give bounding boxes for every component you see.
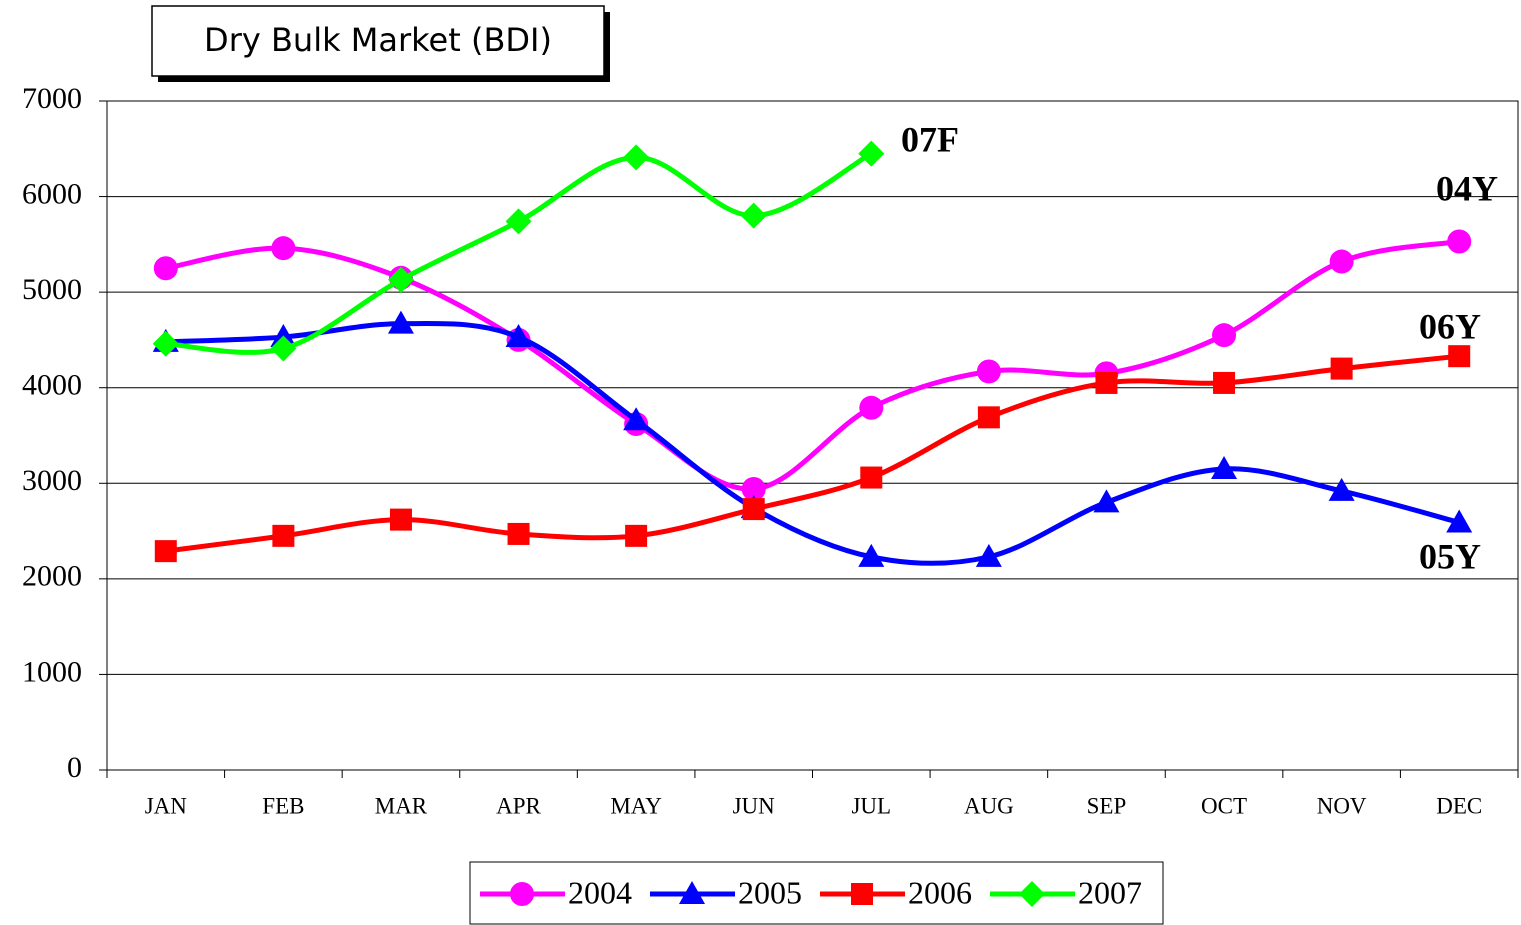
x-tick-label: FEB [262,793,304,818]
marker [272,524,295,547]
y-tick-label: 2000 [22,560,82,593]
y-tick-label: 5000 [22,273,82,306]
x-tick-label: APR [496,793,541,818]
marker [270,335,297,362]
y-tick-label: 1000 [22,655,82,688]
legend-label: 2006 [908,874,972,910]
marker [387,310,414,334]
marker [389,508,412,531]
x-tick-label: MAR [375,793,428,818]
marker [510,882,534,906]
series-line [165,151,873,355]
marker [1213,371,1236,394]
x-tick-label: SEP [1087,793,1127,818]
x-tick-label: JUL [851,793,891,818]
annotation: 05Y [1419,536,1481,576]
marker [741,477,766,502]
marker [271,236,296,261]
x-tick-label: OCT [1201,793,1247,818]
marker [153,256,178,281]
marker [976,359,1001,384]
x-tick-label: DEC [1436,793,1482,818]
plot-frame [106,100,1519,771]
marker [1095,371,1118,394]
marker [1212,323,1237,348]
marker [505,208,532,235]
y-tick-label: 7000 [22,82,82,115]
marker [1330,357,1353,380]
legend-label: 2005 [738,874,802,910]
marker [625,524,648,547]
marker [1446,509,1473,533]
x-tick-label: JUN [733,793,776,818]
series-line [165,239,1460,492]
y-tick-label: 3000 [22,464,82,497]
series-line [165,321,1460,566]
marker [851,883,873,905]
marker [1329,249,1354,274]
marker [679,881,705,904]
x-tick-label: MAY [610,793,662,818]
x-tick-label: AUG [964,793,1014,818]
marker [152,330,179,357]
marker [977,406,1000,429]
marker [742,498,765,521]
title-box [151,5,605,77]
marker [859,395,884,420]
marker [505,324,532,348]
marker [975,543,1002,567]
marker [1448,345,1471,368]
marker [1328,477,1355,501]
marker [387,266,414,293]
x-tick-label: JAN [145,793,188,818]
marker [1093,489,1120,513]
marker [154,540,177,563]
marker [858,140,885,167]
legend-label: 2004 [568,874,632,910]
legend-label: 2007 [1078,874,1142,910]
annotation: 04Y [1436,168,1498,208]
annotation: 06Y [1419,306,1481,346]
y-tick-label: 0 [67,751,82,784]
marker [1019,881,1045,907]
annotation: 07F [901,119,959,159]
y-tick-label: 6000 [22,177,82,210]
marker [623,144,650,171]
marker [507,522,530,545]
marker [740,202,767,229]
chart-title: Dry Bulk Market (BDI) [204,21,552,59]
marker [1447,229,1472,254]
y-tick-label: 4000 [22,369,82,402]
marker [860,466,883,489]
marker [858,543,885,567]
x-tick-label: NOV [1317,793,1367,818]
marker [623,407,650,431]
marker [1211,455,1238,479]
